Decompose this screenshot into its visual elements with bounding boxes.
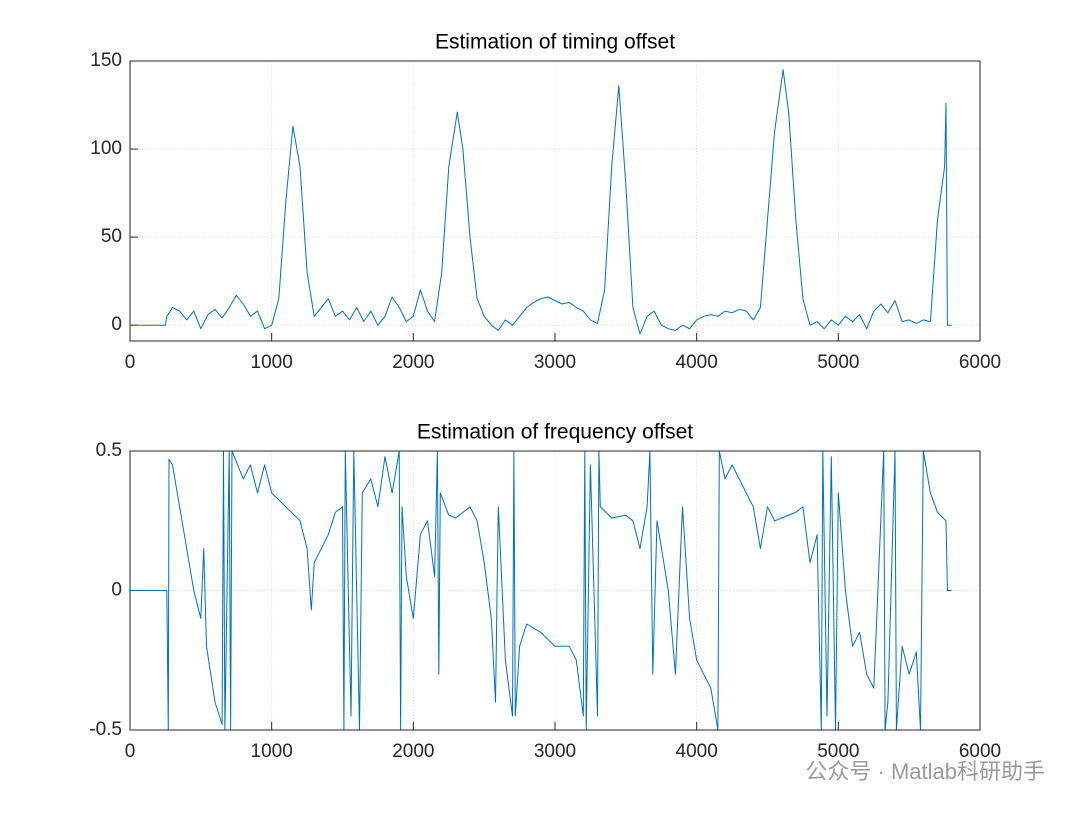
series-line (130, 451, 952, 730)
y-tick-label: 0 (111, 580, 122, 601)
x-tick-label: 5000 (817, 352, 859, 373)
y-tick-label: 100 (90, 138, 122, 159)
axes-frame (129, 450, 981, 731)
axes-frame (129, 60, 981, 342)
x-tick-label: 3000 (534, 741, 576, 762)
y-tick-label: 0.5 (96, 440, 122, 461)
chart-title: Estimation of timing offset (435, 31, 675, 54)
x-tick-label: 2000 (392, 741, 434, 762)
x-tick-label: 5000 (817, 741, 859, 762)
x-tick-label: 6000 (959, 352, 1001, 373)
x-tick-label: 6000 (959, 741, 1001, 762)
chart-title: Estimation of frequency offset (417, 421, 693, 444)
x-tick-label: 3000 (534, 352, 576, 373)
x-tick-label: 1000 (251, 352, 293, 373)
y-tick-label: -0.5 (89, 719, 122, 740)
y-tick-label: 150 (90, 50, 122, 71)
plot-area (130, 69, 952, 335)
x-tick-label: 0 (125, 352, 136, 373)
series-line (130, 69, 952, 335)
x-tick-label: 2000 (392, 352, 434, 373)
x-tick-label: 1000 (251, 741, 293, 762)
x-tick-label: 0 (125, 741, 136, 762)
x-tick-label: 4000 (676, 352, 718, 373)
watermark: 公众号 · Matlab科研助手 (805, 759, 1045, 784)
y-tick-label: 0 (111, 314, 122, 335)
x-tick-label: 4000 (676, 741, 718, 762)
plot-area (130, 451, 952, 730)
y-tick-label: 50 (101, 226, 122, 247)
